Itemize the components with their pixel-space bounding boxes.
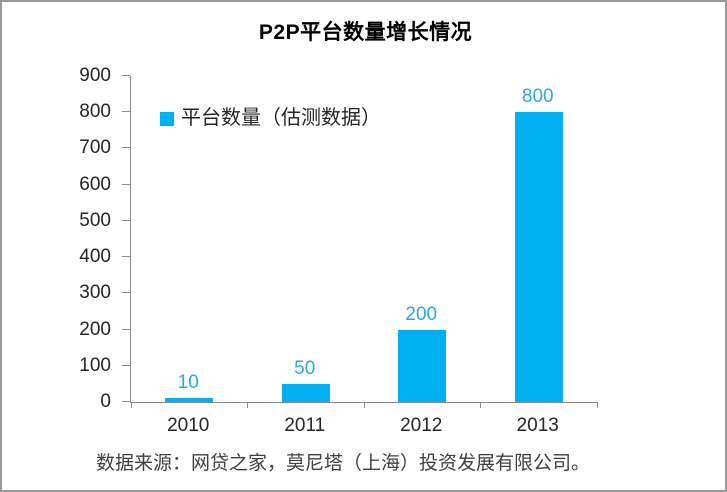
x-axis-category-label: 2012	[400, 415, 443, 436]
bar-2012	[398, 329, 447, 402]
y-axis-tick	[122, 111, 130, 113]
y-axis-tick-label: 300	[79, 282, 111, 304]
bar-value-label: 800	[521, 86, 554, 108]
y-axis-tick	[122, 147, 130, 149]
y-axis-tick-label: 700	[79, 137, 111, 159]
x-axis-category-label: 2013	[516, 415, 559, 436]
x-axis-tick	[130, 402, 132, 408]
y-axis-tick-label: 0	[100, 391, 111, 412]
y-axis-tick-label: 400	[79, 246, 111, 268]
bar-2010	[165, 398, 214, 402]
bar-2013	[514, 112, 563, 402]
x-axis-tick	[480, 402, 481, 408]
x-axis-category-label: 2010	[167, 415, 210, 436]
y-axis-tick-label: 200	[79, 318, 111, 340]
bar-2011	[281, 383, 330, 402]
y-axis-tick	[122, 256, 130, 258]
legend-swatch-icon	[160, 111, 174, 126]
y-axis-tick	[122, 292, 130, 294]
y-axis-tick-label: 900	[79, 65, 111, 86]
x-axis-tick	[596, 402, 598, 408]
y-axis-tick	[122, 75, 130, 76]
bar-value-label: 50	[294, 357, 316, 379]
legend: 平台数量（估测数据）	[160, 107, 381, 130]
bar-value-label: 200	[405, 303, 438, 325]
x-axis-tick	[247, 402, 248, 408]
y-axis-tick	[122, 183, 130, 185]
y-axis-tick-label: 500	[79, 209, 111, 231]
y-axis-tick	[122, 219, 130, 221]
y-axis-tick-label: 600	[79, 173, 111, 195]
y-axis-tick-label: 800	[79, 101, 111, 123]
legend-label: 平台数量（估测数据）	[181, 107, 381, 129]
y-axis-tick-label: 100	[79, 354, 111, 376]
bar-value-label: 10	[177, 372, 199, 394]
y-axis-tick	[122, 364, 130, 366]
x-axis-category-label: 2011	[284, 415, 326, 436]
plot-area: 平台数量（估测数据）	[122, 75, 598, 408]
x-axis-tick	[363, 402, 365, 408]
chart-title: P2P平台数量增长情况	[258, 21, 473, 44]
source-note: 数据来源：网贷之家，莫尼塔（上海）投资发展有限公司。	[96, 453, 591, 474]
y-axis-tick	[122, 401, 130, 402]
y-axis-tick	[122, 328, 130, 330]
